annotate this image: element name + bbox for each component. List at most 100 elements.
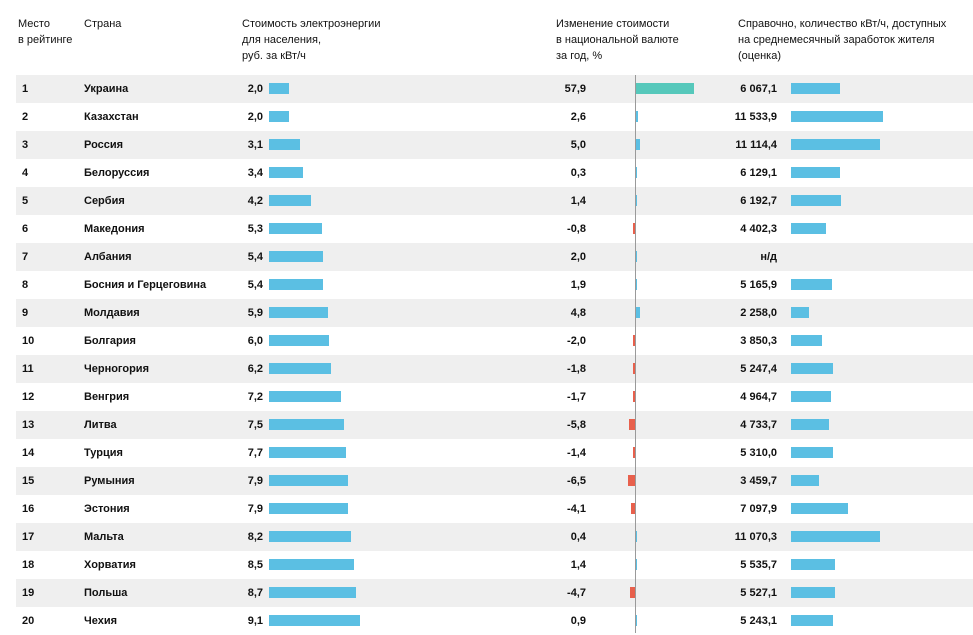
price-label: 7,9 [247, 503, 263, 515]
price-label: 7,9 [247, 475, 263, 487]
rank-label: 20 [22, 615, 35, 627]
table-row: 11 Черногория 6,2 -1,8 5 247,4 [16, 355, 973, 383]
table-row: 1 Украина 2,0 57,9 6 067,1 [16, 75, 973, 103]
ref-bar [791, 139, 880, 150]
header-rank-line: в рейтинге [18, 34, 73, 46]
change-bar [635, 615, 637, 626]
price-bar [269, 447, 346, 458]
change-label: -1,8 [567, 363, 586, 375]
ref-bar [791, 419, 829, 430]
header-country-line: Страна [84, 18, 122, 30]
price-label: 7,7 [247, 447, 263, 459]
price-bar [269, 139, 300, 150]
ref-bar [791, 111, 883, 122]
header-price: Стоимость электроэнергии для населения, … [242, 16, 380, 64]
data-table: 1 Украина 2,0 57,9 6 067,1 2 Казахстан 2,0 2,6 11… [16, 75, 973, 635]
header-change-line: за год, % [556, 50, 603, 62]
country-label: Венгрия [84, 391, 130, 403]
country-label: Украина [84, 83, 129, 95]
change-bar [635, 531, 637, 542]
ref-label: 4 402,3 [740, 223, 777, 235]
change-label: -6,5 [567, 475, 586, 487]
table-row: 12 Венгрия 7,2 -1,7 4 964,7 [16, 383, 973, 411]
change-label: 2,0 [570, 251, 586, 263]
change-label: -4,7 [567, 587, 586, 599]
ref-label: 6 192,7 [740, 195, 777, 207]
ref-label: 6 129,1 [740, 167, 777, 179]
change-bar [635, 251, 637, 262]
ref-label: 5 535,7 [740, 559, 777, 571]
price-label: 5,9 [247, 307, 263, 319]
change-bar [635, 307, 640, 318]
change-bar [635, 279, 637, 290]
price-label: 8,2 [247, 531, 263, 543]
price-label: 5,4 [247, 279, 263, 291]
change-bar [635, 559, 637, 570]
rank-label: 9 [22, 307, 29, 319]
country-label: Турция [84, 447, 123, 459]
change-label: -0,8 [567, 223, 586, 235]
header-country: Страна [84, 16, 121, 32]
price-label: 8,7 [247, 587, 263, 599]
change-label: -4,1 [567, 503, 586, 515]
change-label: 4,8 [570, 307, 586, 319]
price-bar [269, 587, 356, 598]
country-label: Сербия [84, 195, 125, 207]
change-bar [633, 335, 635, 346]
table-row: 3 Россия 3,1 5,0 11 114,4 [16, 131, 973, 159]
price-bar [269, 615, 360, 626]
price-bar [269, 167, 303, 178]
rank-label: 19 [22, 587, 35, 599]
change-bar [633, 363, 635, 374]
header-change: Изменение стоимости в национальной валют… [556, 16, 679, 64]
ref-bar [791, 503, 848, 514]
price-label: 3,1 [247, 139, 263, 151]
ref-label: 7 097,9 [740, 503, 777, 515]
rank-label: 1 [22, 83, 29, 95]
price-label: 5,3 [247, 223, 263, 235]
table-row: 15 Румыния 7,9 -6,5 3 459,7 [16, 467, 973, 495]
header-change-line: Изменение стоимости [556, 18, 670, 30]
ref-bar [791, 279, 832, 290]
header-rank: Место в рейтинге [18, 16, 72, 48]
rank-label: 14 [22, 447, 35, 459]
rank-label: 10 [22, 335, 35, 347]
country-label: Македония [84, 223, 145, 235]
ref-label: 11 114,4 [735, 139, 777, 151]
ref-bar [791, 447, 833, 458]
header-rank-line: Место [18, 18, 50, 30]
header-ref-line: Справочно, количество кВт/ч, доступных [738, 18, 947, 30]
table-row: 7 Албания 5,4 2,0 н/д [16, 243, 973, 271]
ref-bar [791, 391, 831, 402]
country-label: Румыния [84, 475, 135, 487]
table-row: 20 Чехия 9,1 0,9 5 243,1 [16, 607, 973, 635]
rank-label: 3 [22, 139, 29, 151]
rank-label: 4 [22, 167, 29, 179]
ref-bar [791, 475, 819, 486]
ref-label: 6 067,1 [740, 83, 777, 95]
country-label: Польша [84, 587, 128, 599]
ref-label: 3 459,7 [740, 475, 777, 487]
change-label: 1,9 [570, 279, 586, 291]
price-bar [269, 111, 289, 122]
rank-label: 12 [22, 391, 35, 403]
price-label: 7,2 [247, 391, 263, 403]
price-bar [269, 251, 323, 262]
table-row: 18 Хорватия 8,5 1,4 5 535,7 [16, 551, 973, 579]
change-label: -1,7 [567, 391, 586, 403]
table-row: 9 Молдавия 5,9 4,8 2 258,0 [16, 299, 973, 327]
change-bar [633, 447, 635, 458]
price-bar [269, 195, 311, 206]
rank-label: 2 [22, 111, 29, 123]
change-bar [628, 475, 635, 486]
rank-label: 16 [22, 503, 35, 515]
price-bar [269, 559, 354, 570]
change-bar [630, 587, 635, 598]
change-label: 1,4 [570, 559, 586, 571]
ref-bar [791, 531, 880, 542]
ref-bar [791, 307, 809, 318]
ref-label: 4 964,7 [740, 391, 777, 403]
rank-label: 17 [22, 531, 35, 543]
ref-bar [791, 167, 840, 178]
price-bar [269, 391, 341, 402]
